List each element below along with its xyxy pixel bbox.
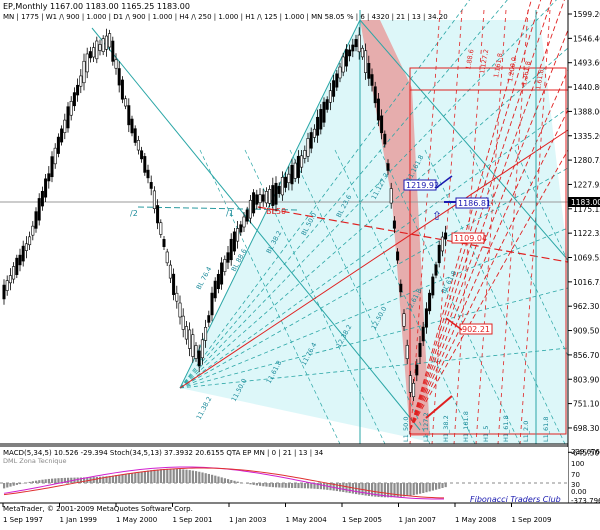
time-label: 1 Jan 2003	[229, 516, 267, 524]
time-label: 1 Sep 2005	[342, 516, 382, 524]
vertical-label: L1_2.0	[522, 421, 530, 442]
price-label: 909.50	[573, 327, 599, 336]
vertical-label: H1_38.2	[442, 415, 450, 442]
indicator-level: 0.00	[571, 488, 587, 496]
price-label: 803.90	[573, 375, 599, 384]
up-arrow-icon: ⇧	[432, 209, 442, 223]
copyright: MetaTrader, © 2001-2009 MetaQuotes Softw…	[3, 505, 193, 513]
indicator-level: 100	[571, 460, 584, 468]
price-label: 1335.20	[573, 132, 600, 141]
annotation-1109-text: 1109.04	[454, 234, 487, 243]
label-b: /1	[226, 209, 234, 218]
label-a: /2	[130, 209, 138, 218]
vertical-label: L1_127.2	[422, 412, 430, 442]
vertical-label: H1_61.8	[502, 415, 510, 442]
price-label: 1599.20	[573, 10, 600, 19]
price-label: 1493.60	[573, 59, 600, 68]
price-label: 1546.40	[573, 34, 600, 43]
time-label: 1 Sep 2009	[512, 516, 552, 524]
vertical-label: L1_61.8	[542, 417, 550, 442]
price-label: 698.30	[573, 424, 599, 433]
indicator-level: -373.796	[571, 497, 600, 505]
current-price-text: 1183.00	[571, 198, 600, 207]
price-label: 1388.00	[573, 107, 600, 116]
price-label: 1280.75	[573, 156, 600, 165]
price-label: 1069.55	[573, 254, 600, 263]
vertical-label: L1_50.0	[402, 417, 410, 442]
timeframe-header: MN | 1775 | W1 /\ 900 | 1.000 | D1 /\ 90…	[3, 13, 448, 21]
annotation-1109[interactable]: 1109.04	[452, 233, 487, 243]
price-label: 856.70	[573, 351, 599, 360]
price-label: 962.30	[573, 302, 599, 311]
indicator-level: 70	[571, 471, 580, 479]
symbol-header: EP,Monthly 1167.00 1183.00 1165.25 1183.…	[3, 2, 190, 11]
indicator-title: MACD(5,34,5) 10.526 -29.394 Stoch(34,5,1…	[3, 449, 324, 457]
bl50-label: BL50	[266, 207, 286, 216]
time-label: 1 Sep 2001	[173, 516, 213, 524]
time-label: 1 Sep 1997	[3, 516, 43, 524]
indicator-subtitle: DML Zona Tecnique	[3, 457, 67, 465]
price-label: 1122.35	[573, 229, 600, 238]
time-label: 1 May 2004	[286, 516, 328, 524]
time-label: 1 May 2000	[116, 516, 157, 524]
annotation-902-text: 902.21	[462, 325, 490, 334]
price-label: 751.10	[573, 400, 599, 409]
annotation-902[interactable]: 902.21	[460, 324, 492, 334]
vertical-label: H1_161.8	[462, 411, 470, 442]
price-label: 1227.95	[573, 180, 600, 189]
brand-label: Fibonacci Traders Club	[470, 495, 561, 504]
vertical-label: H1_5	[482, 426, 490, 442]
time-label: 1 May 2008	[455, 516, 496, 524]
time-label: 1 Jan 1999	[60, 516, 98, 524]
indicator-level: 239.676	[571, 448, 600, 456]
price-label: 1440.80	[573, 83, 600, 92]
time-label: 1 Jan 2007	[399, 516, 437, 524]
price-label: 1016.75	[573, 278, 600, 287]
annotation-1186[interactable]: 1186.81	[456, 198, 491, 208]
annotation-1186-text: 1186.81	[458, 199, 491, 208]
current-price-tag: 1183.00	[568, 197, 600, 207]
